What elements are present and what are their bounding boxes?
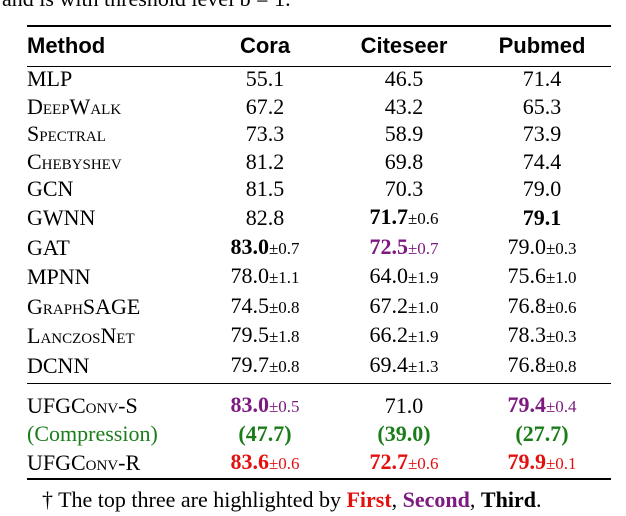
table-row: MLP 55.1 46.5 71.4 — [27, 65, 611, 93]
footnote: † The top three are highlighted by First… — [42, 486, 541, 514]
citeseer-cell: 71.7±0.6 — [369, 203, 439, 229]
pubmed-cell: 65.3 — [522, 93, 562, 119]
pubmed-cell: 73.9 — [522, 121, 562, 147]
citeseer-cell: 72.7±0.6 — [369, 448, 439, 474]
caption-fragment: and is with threshold level b = 1. — [0, 0, 626, 12]
citeseer-cell: 69.8 — [384, 148, 424, 174]
method-cell: DeepWalk — [27, 93, 122, 119]
col-header-pubmed: Pubmed — [498, 33, 586, 58]
pubmed-cell: 79.1 — [522, 204, 562, 230]
cora-cell: 79.7±0.8 — [230, 351, 300, 377]
header-rule — [27, 66, 611, 67]
method-cell: UFGConv-R — [27, 449, 141, 475]
col-header-cora: Cora — [239, 33, 291, 58]
cora-cell: 55.1 — [245, 66, 285, 91]
citeseer-cell: 43.2 — [384, 93, 424, 119]
bottom-rule — [27, 478, 611, 480]
col-header-method: Method — [27, 33, 106, 58]
table-row: GraphSAGE 74.5±0.8 67.2±1.0 76.8±0.6 — [27, 292, 611, 322]
method-cell: Spectral — [27, 121, 106, 147]
section-rule — [27, 383, 611, 384]
method-cell: Chebyshev — [27, 148, 122, 174]
citeseer-cell: 71.0 — [384, 392, 424, 418]
cora-cell: (47.7) — [238, 421, 292, 447]
footnote-first: First — [346, 487, 392, 512]
citeseer-cell: 69.4±1.3 — [369, 351, 439, 377]
footnote-second: Second — [402, 487, 470, 512]
pubmed-cell: 79.0 — [522, 176, 562, 202]
cora-cell: 83.6±0.6 — [230, 448, 300, 474]
method-cell: MPNN — [27, 264, 91, 290]
pubmed-cell: 71.4 — [522, 66, 562, 91]
cora-cell: 67.2 — [245, 93, 285, 119]
table-row: UFGConv-R 83.6±0.6 72.7±0.6 79.9±0.1 — [27, 448, 611, 478]
citeseer-cell: 70.3 — [384, 176, 424, 202]
footnote-end: . — [535, 487, 542, 512]
pubmed-cell: (27.7) — [515, 421, 569, 447]
citeseer-cell: 58.9 — [384, 121, 424, 147]
pubmed-cell: 79.9±0.1 — [507, 448, 577, 474]
cora-cell: 83.0±0.5 — [230, 391, 300, 417]
table-row: DCNN 79.7±0.8 69.4±1.3 76.8±0.8 — [27, 351, 611, 381]
cora-cell: 78.0±1.1 — [230, 263, 300, 289]
method-cell: UFGConv-S — [27, 392, 138, 418]
results-table: Method Cora Citeseer Pubmed MLP 55.1 46.… — [27, 27, 611, 477]
table-row: UFGConv-S 83.0±0.5 71.0 79.4±0.4 — [27, 391, 611, 421]
pubmed-cell: 79.0±0.3 — [507, 233, 577, 259]
pubmed-cell: 78.3±0.3 — [507, 322, 577, 348]
pubmed-cell: 76.8±0.6 — [507, 292, 577, 318]
footnote-prefix: † The top three are highlighted by — [42, 487, 347, 512]
method-cell: MLP — [27, 66, 73, 91]
table-row: MPNN 78.0±1.1 64.0±1.9 75.6±1.0 — [27, 262, 611, 292]
citeseer-cell: 46.5 — [384, 66, 424, 91]
table-row: Spectral 73.3 58.9 73.9 — [27, 120, 611, 148]
citeseer-cell: 67.2±1.0 — [369, 292, 439, 318]
cora-cell: 79.5±1.8 — [230, 322, 300, 348]
citeseer-cell: 72.5±0.7 — [369, 233, 439, 259]
table-row: LanczosNet 79.5±1.8 66.2±1.9 78.3±0.3 — [27, 321, 611, 351]
method-cell: GAT — [27, 234, 70, 260]
method-cell: (Compression) — [27, 421, 158, 447]
cora-cell: 81.5 — [245, 176, 285, 202]
section-spacer — [27, 381, 611, 391]
table-row: GWNN 82.8 71.7±0.6 79.1 — [27, 203, 611, 233]
citeseer-cell: 66.2±1.9 — [369, 322, 439, 348]
citeseer-cell: 64.0±1.9 — [369, 263, 439, 289]
method-cell: GCN — [27, 176, 74, 202]
top-rule — [27, 25, 611, 27]
pubmed-cell: 74.4 — [522, 148, 562, 174]
col-header-citeseer: Citeseer — [360, 33, 448, 58]
method-cell: LanczosNet — [27, 323, 135, 349]
citeseer-cell: (39.0) — [377, 421, 431, 447]
cora-cell: 83.0±0.7 — [230, 233, 300, 259]
cora-cell: 73.3 — [245, 121, 285, 147]
cora-cell: 82.8 — [245, 204, 285, 230]
table-row: GAT 83.0±0.7 72.5±0.7 79.0±0.3 — [27, 233, 611, 263]
cora-cell: 81.2 — [245, 148, 285, 174]
footnote-sep: , — [391, 487, 403, 512]
cora-cell: 74.5±0.8 — [230, 292, 300, 318]
footnote-sep: , — [469, 487, 481, 512]
table-row: DeepWalk 67.2 43.2 65.3 — [27, 93, 611, 121]
header-row: Method Cora Citeseer Pubmed — [27, 27, 611, 65]
pubmed-cell: 76.8±0.8 — [507, 351, 577, 377]
method-cell: GWNN — [27, 204, 96, 230]
table-row: Chebyshev 81.2 69.8 74.4 — [27, 148, 611, 176]
table-row: (Compression) (47.7) (39.0) (27.7) — [27, 420, 611, 448]
pubmed-cell: 79.4±0.4 — [507, 391, 577, 417]
footnote-third: Third — [480, 487, 536, 512]
method-cell: GraphSAGE — [27, 293, 141, 319]
table-row: GCN 81.5 70.3 79.0 — [27, 175, 611, 203]
method-cell: DCNN — [27, 352, 90, 378]
pubmed-cell: 75.6±1.0 — [507, 263, 577, 289]
